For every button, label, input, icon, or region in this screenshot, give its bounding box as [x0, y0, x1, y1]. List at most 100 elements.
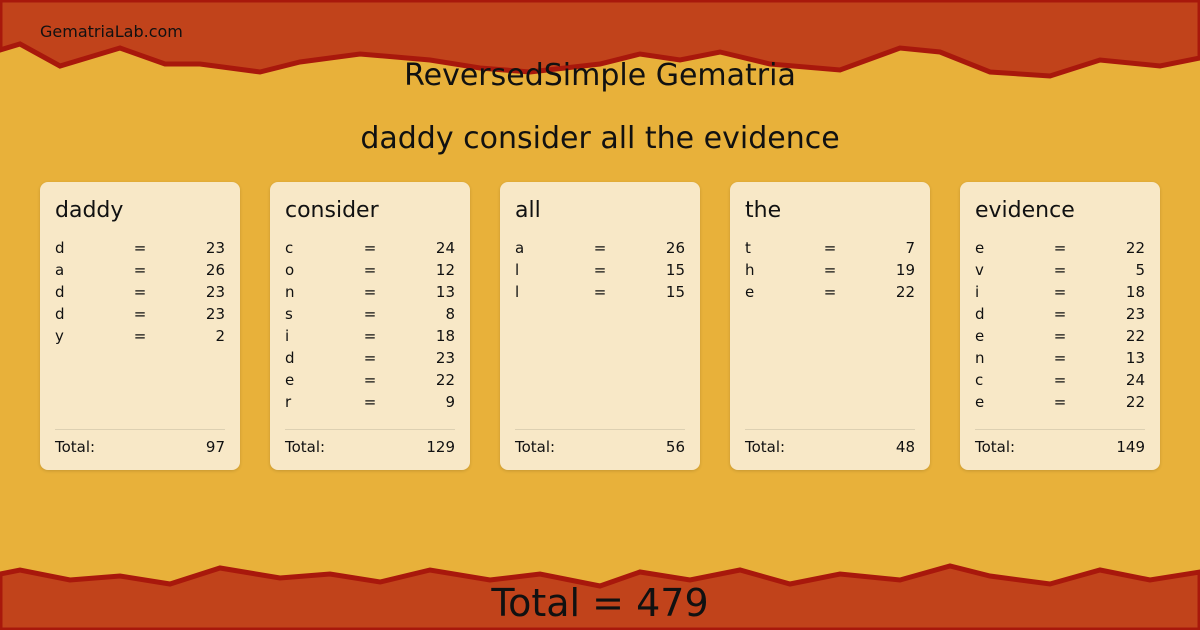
letter-row: o = 12 — [285, 259, 455, 281]
letter-value: 19 — [895, 261, 915, 279]
letter-row: c = 24 — [285, 237, 455, 259]
equals-sign: = — [1053, 283, 1067, 301]
letter: d — [285, 349, 295, 367]
equals-sign: = — [1053, 327, 1067, 345]
letter-row: d = 23 — [55, 303, 225, 325]
letter-value: 24 — [435, 239, 455, 257]
equals-sign: = — [133, 283, 147, 301]
letter: l — [515, 283, 520, 301]
letter-value: 8 — [445, 305, 455, 323]
word-total: 149 — [1116, 438, 1145, 456]
word-card: daddy d = 23 a = 26 d = 23 d = 23 y = 2 … — [40, 182, 240, 470]
letter-row: e = 22 — [975, 391, 1145, 413]
equals-sign: = — [363, 371, 377, 389]
letter-row: r = 9 — [285, 391, 455, 413]
word-card: the t = 7 h = 19 e = 22 Total: 48 — [730, 182, 930, 470]
letter: i — [975, 283, 980, 301]
letter-value: 18 — [435, 327, 455, 345]
letter-row: v = 5 — [975, 259, 1145, 281]
letter-value: 22 — [1125, 327, 1145, 345]
letter-row: c = 24 — [975, 369, 1145, 391]
total-label: Total: — [515, 438, 556, 456]
letter: h — [745, 261, 755, 279]
letter-value: 23 — [1125, 305, 1145, 323]
letter: y — [55, 327, 64, 345]
word-total: 129 — [426, 438, 455, 456]
letter: e — [975, 239, 985, 257]
equals-sign: = — [363, 393, 377, 411]
equals-sign: = — [363, 305, 377, 323]
word-total-row: Total: 48 — [745, 429, 915, 456]
equals-sign: = — [363, 327, 377, 345]
letter-row: l = 15 — [515, 259, 685, 281]
equals-sign: = — [133, 305, 147, 323]
letter-row: n = 13 — [285, 281, 455, 303]
letter-value: 22 — [1125, 393, 1145, 411]
letter-value: 24 — [1125, 371, 1145, 389]
letter: v — [975, 261, 984, 279]
word-total: 56 — [665, 438, 685, 456]
equals-sign: = — [823, 283, 837, 301]
letter: e — [975, 327, 985, 345]
letter-row: e = 22 — [975, 237, 1145, 259]
letter-value: 23 — [205, 283, 225, 301]
letter: i — [285, 327, 290, 345]
equals-sign: = — [363, 349, 377, 367]
letter-row: d = 23 — [55, 281, 225, 303]
letter-row: e = 22 — [975, 325, 1145, 347]
equals-sign: = — [1053, 371, 1067, 389]
equals-sign: = — [363, 239, 377, 257]
total-label: Total: — [55, 438, 96, 456]
letter: r — [285, 393, 292, 411]
letter-value: 9 — [445, 393, 455, 411]
letter-row: y = 2 — [55, 325, 225, 347]
letter: e — [975, 393, 985, 411]
letter: e — [745, 283, 755, 301]
word-title: consider — [285, 198, 379, 223]
letter-row: a = 26 — [515, 237, 685, 259]
page-title: ReversedSimple Gematria — [404, 58, 796, 93]
letter-row: h = 19 — [745, 259, 915, 281]
letter-row: i = 18 — [285, 325, 455, 347]
letter: a — [515, 239, 525, 257]
word-total-row: Total: 56 — [515, 429, 685, 456]
equals-sign: = — [593, 261, 607, 279]
equals-sign: = — [133, 239, 147, 257]
total-label: Total: — [745, 438, 786, 456]
word-title: the — [745, 198, 782, 223]
word-total: 48 — [895, 438, 915, 456]
equals-sign: = — [1053, 261, 1067, 279]
letter-value: 23 — [205, 305, 225, 323]
equals-sign: = — [593, 239, 607, 257]
letter-value: 12 — [435, 261, 455, 279]
word-total: 97 — [205, 438, 225, 456]
letter: d — [55, 305, 65, 323]
letter-value: 26 — [665, 239, 685, 257]
letter-row: e = 22 — [745, 281, 915, 303]
letter-value: 5 — [1135, 261, 1145, 279]
word-card: all a = 26 l = 15 l = 15 Total: 56 — [500, 182, 700, 470]
letter: a — [55, 261, 65, 279]
letter-value: 22 — [895, 283, 915, 301]
letter: s — [285, 305, 293, 323]
letter-value: 22 — [1125, 239, 1145, 257]
letter-row: i = 18 — [975, 281, 1145, 303]
total-label: Total: — [975, 438, 1016, 456]
site-logo-text[interactable]: GematriaLab.com — [40, 22, 183, 41]
letter-value: 18 — [1125, 283, 1145, 301]
word-total-row: Total: 129 — [285, 429, 455, 456]
grand-total: Total = 479 — [491, 581, 709, 625]
equals-sign: = — [1053, 349, 1067, 367]
word-card: evidence e = 22 v = 5 i = 18 d = 23 e = … — [960, 182, 1160, 470]
word-card: consider c = 24 o = 12 n = 13 s = 8 i = … — [270, 182, 470, 470]
letter: t — [745, 239, 751, 257]
equals-sign: = — [133, 261, 147, 279]
word-cards: daddy d = 23 a = 26 d = 23 d = 23 y = 2 … — [40, 182, 1160, 470]
word-total-row: Total: 97 — [55, 429, 225, 456]
letter-value: 26 — [205, 261, 225, 279]
equals-sign: = — [133, 327, 147, 345]
letter-row: s = 8 — [285, 303, 455, 325]
letter-row: d = 23 — [285, 347, 455, 369]
letter-value: 2 — [215, 327, 225, 345]
